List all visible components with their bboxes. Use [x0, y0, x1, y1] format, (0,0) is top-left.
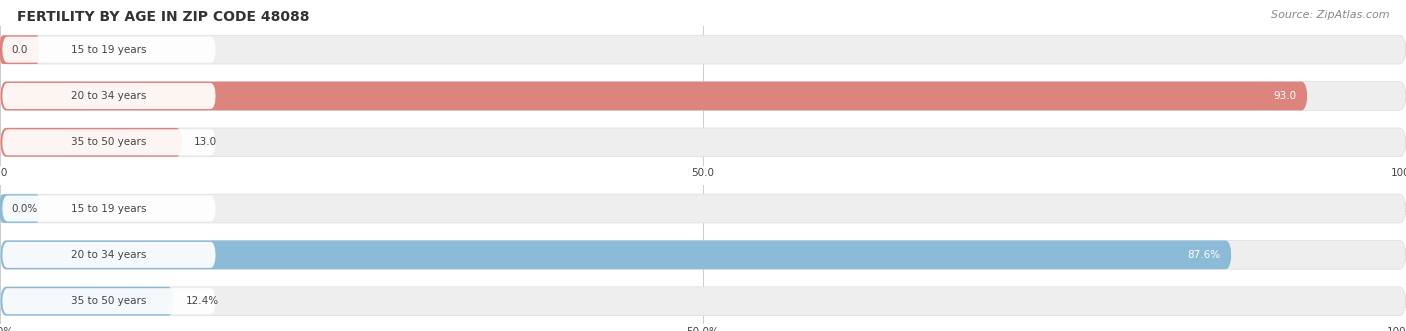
Text: 93.0: 93.0 [1274, 91, 1296, 101]
Text: 15 to 19 years: 15 to 19 years [72, 45, 146, 55]
FancyBboxPatch shape [3, 129, 217, 155]
FancyBboxPatch shape [0, 241, 1406, 269]
Text: 0.0%: 0.0% [11, 204, 38, 213]
Text: 15 to 19 years: 15 to 19 years [72, 204, 146, 213]
Text: 87.6%: 87.6% [1187, 250, 1220, 260]
FancyBboxPatch shape [0, 194, 39, 223]
FancyBboxPatch shape [3, 196, 217, 221]
FancyBboxPatch shape [0, 128, 183, 157]
Text: 35 to 50 years: 35 to 50 years [72, 296, 146, 306]
Text: 35 to 50 years: 35 to 50 years [72, 137, 146, 147]
Text: FERTILITY BY AGE IN ZIP CODE 48088: FERTILITY BY AGE IN ZIP CODE 48088 [17, 10, 309, 24]
Text: 12.4%: 12.4% [186, 296, 219, 306]
FancyBboxPatch shape [0, 241, 1232, 269]
FancyBboxPatch shape [3, 83, 217, 109]
FancyBboxPatch shape [0, 82, 1406, 110]
FancyBboxPatch shape [0, 35, 39, 64]
FancyBboxPatch shape [0, 287, 174, 315]
FancyBboxPatch shape [3, 242, 217, 268]
Text: Source: ZipAtlas.com: Source: ZipAtlas.com [1271, 10, 1389, 20]
FancyBboxPatch shape [0, 194, 1406, 223]
FancyBboxPatch shape [0, 35, 1406, 64]
FancyBboxPatch shape [0, 128, 1406, 157]
FancyBboxPatch shape [0, 82, 1308, 110]
Text: 20 to 34 years: 20 to 34 years [72, 91, 146, 101]
Text: 0.0: 0.0 [11, 45, 28, 55]
Text: 13.0: 13.0 [194, 137, 217, 147]
Text: 20 to 34 years: 20 to 34 years [72, 250, 146, 260]
FancyBboxPatch shape [0, 287, 1406, 315]
FancyBboxPatch shape [3, 37, 217, 63]
FancyBboxPatch shape [3, 288, 217, 314]
